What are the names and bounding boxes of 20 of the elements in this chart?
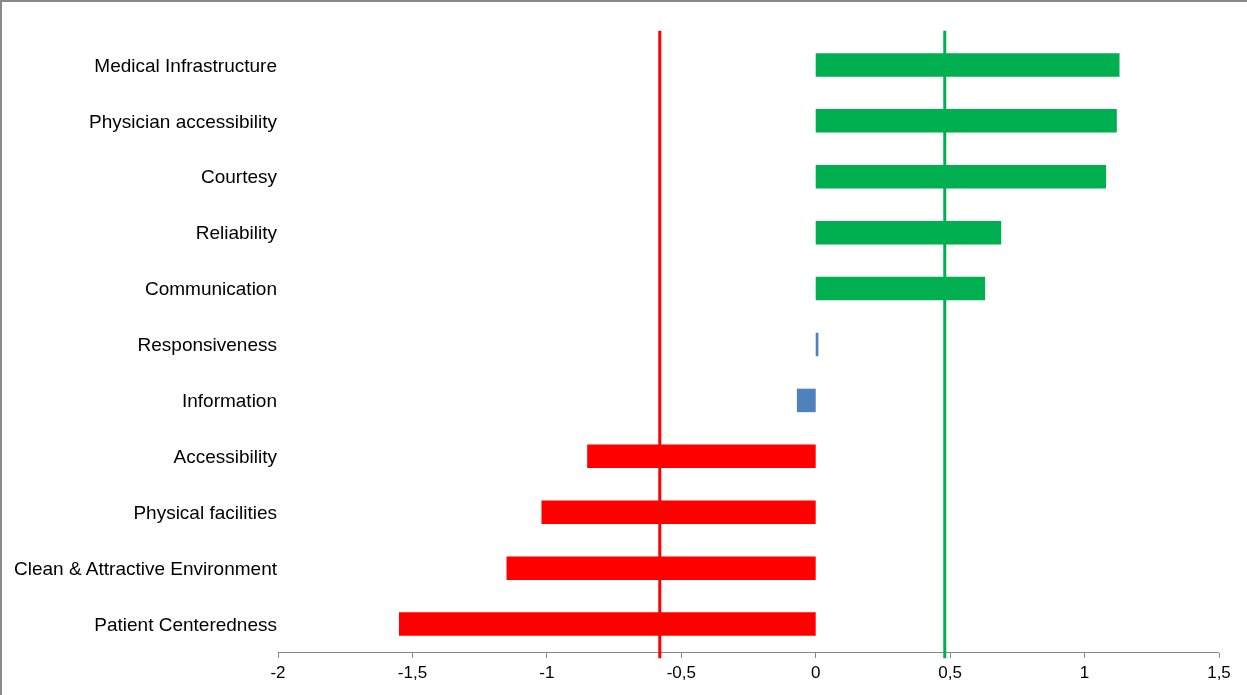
y-tick-label: Accessibility [173,445,278,467]
y-tick-label: Reliability [195,222,278,244]
y-tick-label: Information [181,390,277,412]
y-tick-label: Medical Infrastructure [94,54,277,76]
y-tick-label: Responsiveness [137,334,277,356]
bar [796,388,816,413]
y-tick-label: Communication [145,278,277,300]
y-tick-label: Physician accessibility [89,110,278,132]
y-tick-label: Physical facilities [133,501,277,523]
x-tick-label: -2 [270,663,286,683]
x-tick-label: 0,5 [938,663,962,683]
x-tick-label: -0,5 [666,663,696,683]
y-tick-label: Clean & Attractive Environment [14,557,278,579]
y-tick-label: Patient Centeredness [94,613,277,635]
x-tick-label: 0 [810,663,821,683]
y-tick-label: Courtesy [200,166,278,188]
x-tick-label: -1,5 [397,663,428,683]
x-tick-label: -1 [539,663,555,683]
x-tick-label: 1 [1079,663,1090,683]
x-tick-label: 1,5 [1207,663,1231,683]
